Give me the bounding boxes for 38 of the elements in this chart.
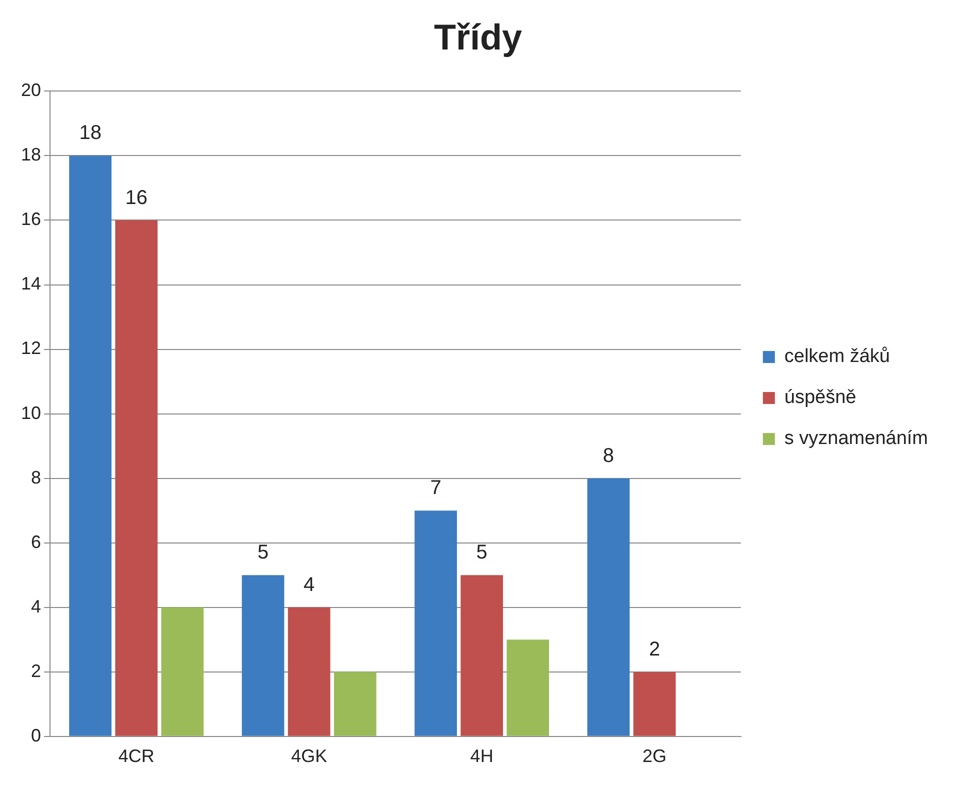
- data-label: 4: [304, 574, 315, 596]
- x-tick-label: 4CR: [118, 746, 154, 766]
- data-label: 5: [257, 542, 269, 564]
- data-label: 7: [430, 477, 442, 500]
- y-tick-label: 4: [31, 596, 42, 616]
- chart-title: Třídy: [434, 16, 522, 58]
- bar: [242, 575, 284, 736]
- data-label: 5: [476, 542, 488, 564]
- bar: [414, 510, 457, 736]
- y-tick-label: 6: [31, 532, 42, 552]
- legend-label: s vyznamenáním: [784, 428, 928, 450]
- bar: [288, 607, 330, 736]
- x-tick-label: 4GK: [291, 746, 328, 766]
- bar: [115, 220, 158, 736]
- y-tick-label: 18: [20, 144, 42, 165]
- data-label: 2: [648, 638, 660, 660]
- y-tick-label: 16: [20, 209, 42, 230]
- legend-label: úspěšně: [784, 387, 856, 408]
- y-tick-label: 20: [20, 80, 42, 100]
- y-tick-label: 14: [20, 274, 42, 294]
- bar: [587, 478, 630, 736]
- data-label: 8: [602, 444, 614, 467]
- bar: [506, 640, 550, 736]
- y-tick-label: 0: [31, 725, 42, 746]
- bar: [460, 575, 503, 736]
- data-label: 18: [79, 122, 102, 144]
- bar: [69, 156, 112, 736]
- y-tick-label: 2: [31, 660, 42, 681]
- bar: [633, 672, 676, 736]
- bar: [161, 607, 204, 736]
- legend-label: celkem žáků: [784, 346, 890, 368]
- x-tick-label: 4H: [470, 746, 494, 766]
- x-tick-label: 2G: [642, 746, 667, 766]
- y-tick-label: 12: [20, 338, 42, 358]
- y-tick-label: 8: [31, 467, 42, 488]
- bar: [334, 672, 376, 736]
- data-label: 16: [125, 186, 148, 209]
- y-tick-label: 10: [20, 402, 42, 423]
